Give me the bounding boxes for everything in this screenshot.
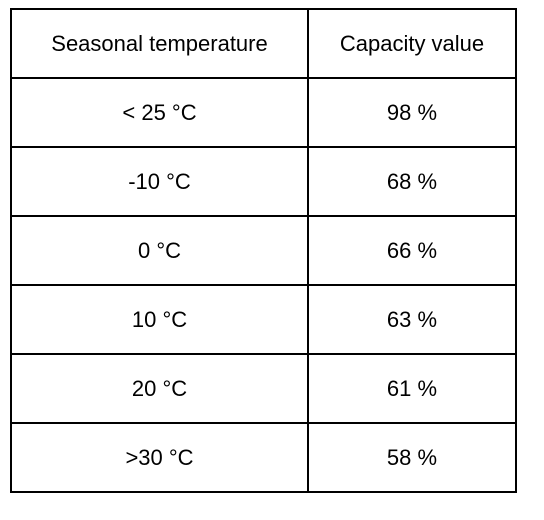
temperature-cell: 20 °C bbox=[10, 353, 309, 424]
capacity-cell: 61 % bbox=[307, 353, 517, 424]
capacity-cell: 98 % bbox=[307, 77, 517, 148]
capacity-cell: 68 % bbox=[307, 146, 517, 217]
table-row: 0 °C 66 % bbox=[10, 215, 517, 286]
capacity-table: Seasonal temperature Capacity value < 25… bbox=[10, 8, 517, 493]
temperature-cell: < 25 °C bbox=[10, 77, 309, 148]
table-row: -10 °C 68 % bbox=[10, 146, 517, 217]
temperature-cell: -10 °C bbox=[10, 146, 309, 217]
table-row: 10 °C 63 % bbox=[10, 284, 517, 355]
header-row: Seasonal temperature Capacity value bbox=[10, 8, 517, 79]
table-row: 20 °C 61 % bbox=[10, 353, 517, 424]
capacity-cell: 58 % bbox=[307, 422, 517, 493]
temperature-cell: >30 °C bbox=[10, 422, 309, 493]
header-cell: Capacity value bbox=[307, 8, 517, 79]
temperature-cell: 0 °C bbox=[10, 215, 309, 286]
header-cell: Seasonal temperature bbox=[10, 8, 309, 79]
table-row: < 25 °C 98 % bbox=[10, 77, 517, 148]
table-row: >30 °C 58 % bbox=[10, 422, 517, 493]
temperature-cell: 10 °C bbox=[10, 284, 309, 355]
capacity-cell: 63 % bbox=[307, 284, 517, 355]
capacity-cell: 66 % bbox=[307, 215, 517, 286]
